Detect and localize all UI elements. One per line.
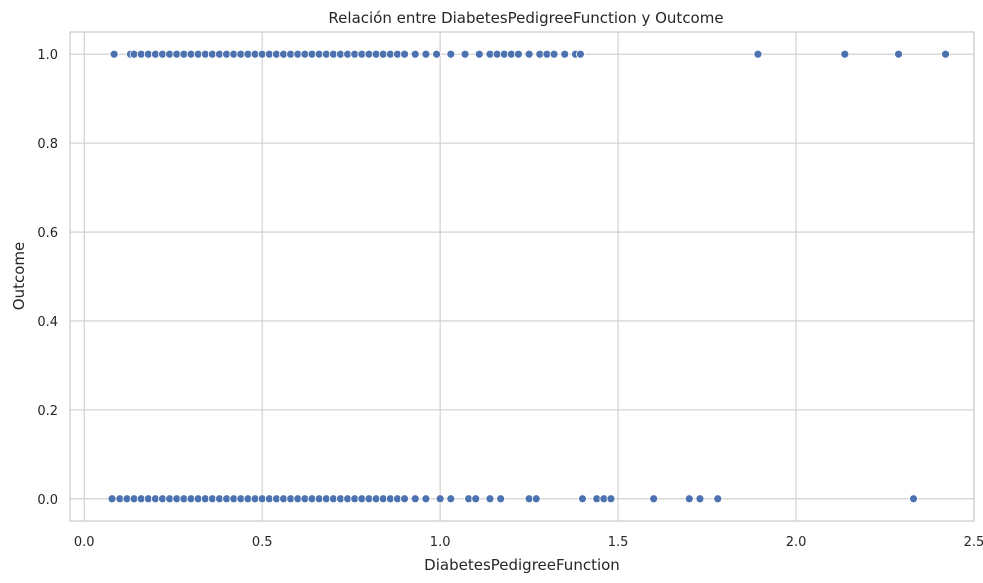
data-point [575,49,585,59]
data-point [894,49,903,59]
data-point [941,49,950,59]
data-point [485,494,495,504]
data-point [713,494,723,504]
data-point [410,49,420,59]
data-point [421,49,431,59]
x-tick-label: 0.5 [252,535,273,550]
x-tick-label: 0.0 [74,535,95,550]
x-tick-label: 1.0 [430,535,451,550]
x-tick-label: 2.0 [786,535,807,550]
data-point [606,494,616,504]
data-point [474,49,484,59]
data-point [471,494,481,504]
y-tick-label: 0.2 [37,404,58,419]
y-axis-title: Outcome [10,242,28,310]
data-point [400,49,409,59]
data-point [432,49,441,59]
data-point [421,494,431,504]
x-axis-title: DiabetesPedigreeFunction [424,556,620,574]
data-point [460,49,470,59]
y-tick-label: 0.4 [37,315,58,330]
data-point [560,49,570,59]
y-tick-label: 0.8 [37,137,58,152]
grid-lines [70,32,975,521]
x-tick-labels: 0.0 0.5 1.0 1.5 2.0 2.5 [74,535,983,550]
chart-title: Relación entre DiabetesPedigreeFunction … [328,9,723,27]
data-point [549,49,559,59]
y-tick-label: 1.0 [37,48,58,63]
data-point [107,494,117,504]
data-point [649,494,659,504]
x-tick-label: 1.5 [608,535,629,550]
data-point [496,494,506,504]
data-point [446,494,456,504]
plot-area-frame [69,31,975,522]
y-tick-labels: 0.0 0.2 0.4 0.6 0.8 1.0 [37,48,58,508]
data-point [909,494,918,504]
data-point [840,49,850,59]
data-point [684,494,694,504]
data-points [107,49,950,504]
data-point [400,494,409,504]
data-point [524,49,534,59]
x-tick-label: 2.5 [964,535,983,550]
y-tick-label: 0.6 [37,226,58,241]
data-point [695,494,705,504]
data-point [435,494,445,504]
y-tick-label: 0.0 [37,493,58,508]
data-point [410,494,420,504]
data-point [753,49,763,59]
data-point [514,49,523,59]
data-point [578,494,587,504]
data-point [531,494,541,504]
data-point [446,49,456,59]
data-point [109,49,119,59]
